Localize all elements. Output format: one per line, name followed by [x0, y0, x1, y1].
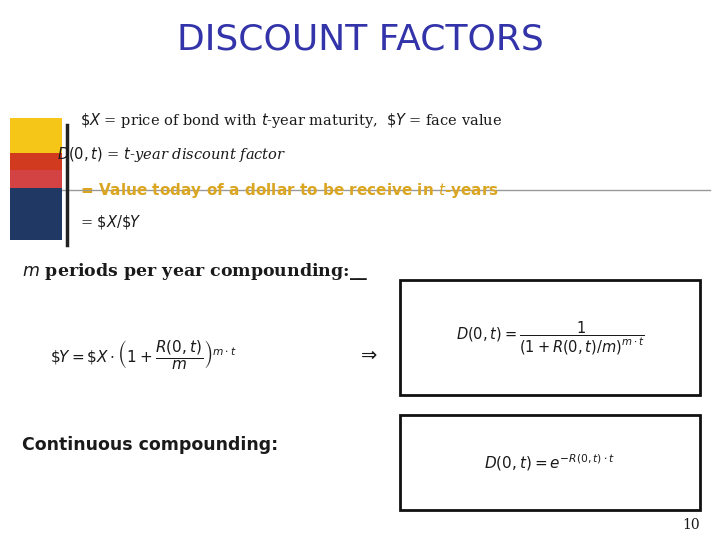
Text: = $\mathit{\$X/\$Y}$: = $\mathit{\$X/\$Y}$ — [80, 213, 142, 231]
Bar — [10, 153, 62, 205]
Bar — [400, 415, 700, 510]
Text: $D(0,t) = \dfrac{1}{\left(1+R(0,t)/m\right)^{m \cdot t}}$: $D(0,t) = \dfrac{1}{\left(1+R(0,t)/m\rig… — [456, 319, 644, 356]
Bar — [10, 118, 62, 170]
Text: $\Rightarrow$: $\Rightarrow$ — [357, 346, 379, 364]
Text: DISCOUNT FACTORS: DISCOUNT FACTORS — [176, 23, 544, 57]
Text: $\mathit{D}(0,\mathit{t})$ = $\mathit{t}$-year discount factor: $\mathit{D}(0,\mathit{t})$ = $\mathit{t}… — [57, 145, 287, 165]
Bar — [10, 188, 62, 240]
Text: $\mathit{\$X}$ = price of bond with $\mathit{t}$-year maturity,  $\mathit{\$Y}$ : $\mathit{\$X}$ = price of bond with $\ma… — [80, 111, 502, 130]
Text: $\mathit{m}$ periods per year compounding:__: $\mathit{m}$ periods per year compoundin… — [22, 261, 369, 282]
Text: Continuous compounding:: Continuous compounding: — [22, 436, 278, 454]
Text: = Value today of a dollar to be receive in $\mathit{t}$-years: = Value today of a dollar to be receive … — [80, 180, 499, 199]
Text: $D(0,t) = e^{-R(0,t) \cdot t}$: $D(0,t) = e^{-R(0,t) \cdot t}$ — [485, 453, 616, 474]
Bar — [400, 280, 700, 395]
Text: 10: 10 — [683, 518, 700, 532]
Text: $\mathit{\$Y} = \mathit{\$X} \cdot \left(1+\dfrac{R(0,t)}{m}\right)^{m \cdot t}$: $\mathit{\$Y} = \mathit{\$X} \cdot \left… — [50, 339, 237, 372]
